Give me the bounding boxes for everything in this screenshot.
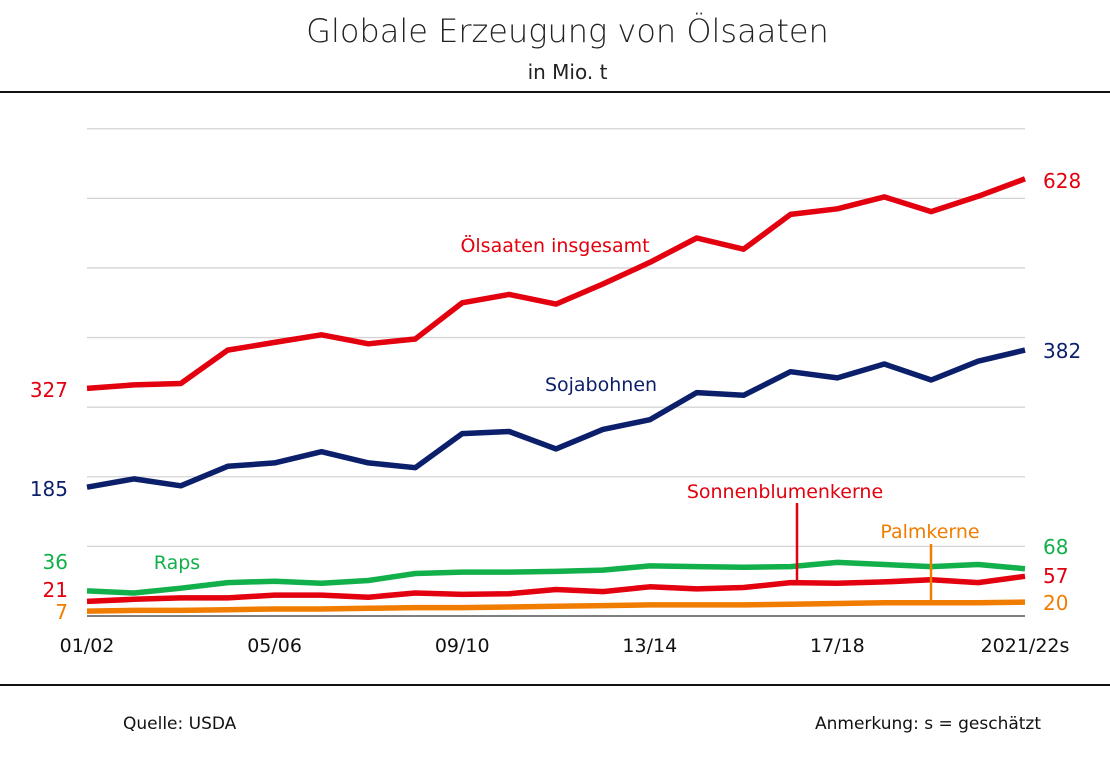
- source-note: Quelle: USDA: [123, 714, 237, 734]
- series-line-palmkernel: [86, 599, 1026, 614]
- x-tick-label: 09/10: [435, 635, 490, 657]
- chart-subtitle: in Mio. t: [527, 60, 608, 84]
- series-line-soy: [86, 347, 1026, 490]
- start-value-label: 185: [30, 477, 68, 501]
- x-tick-label: 2021/22s: [981, 635, 1070, 657]
- start-value-label: 327: [30, 378, 68, 402]
- start-value-label: 7: [55, 600, 68, 624]
- end-value-label: 68: [1043, 535, 1068, 559]
- series-name-label: Raps: [154, 552, 200, 574]
- x-tick-label: 17/18: [810, 635, 865, 657]
- top-divider: [0, 91, 1110, 93]
- series-name-label: Sonnenblumenkerne: [687, 481, 883, 503]
- footnote: Anmerkung: s = geschätzt: [815, 714, 1042, 734]
- bottom-divider: [0, 684, 1110, 686]
- x-tick-label: 01/02: [60, 635, 115, 657]
- start-value-label: 21: [43, 578, 68, 602]
- series-line-total: [86, 176, 1026, 392]
- end-value-label: 382: [1043, 339, 1081, 363]
- series-name-label: Palmkerne: [880, 521, 979, 543]
- end-value-label: 20: [1043, 591, 1068, 615]
- series-line-sunflower: [86, 573, 1026, 605]
- x-tick-label: 05/06: [247, 635, 302, 657]
- line-chart: 01/02 05/06 09/10 13/14 17/18 2021/22s 327 628 1…: [30, 128, 1081, 657]
- end-value-label: 57: [1043, 564, 1068, 588]
- series-line-rapeseed: [86, 559, 1026, 596]
- start-value-label: 36: [43, 550, 68, 574]
- series-name-label: Sojabohnen: [545, 374, 657, 396]
- end-value-label: 628: [1043, 169, 1081, 193]
- chart-title: Globale Erzeugung von Ölsaaten: [306, 12, 829, 50]
- series-name-label: Ölsaaten insgesamt: [460, 234, 649, 257]
- x-tick-label: 13/14: [622, 635, 677, 657]
